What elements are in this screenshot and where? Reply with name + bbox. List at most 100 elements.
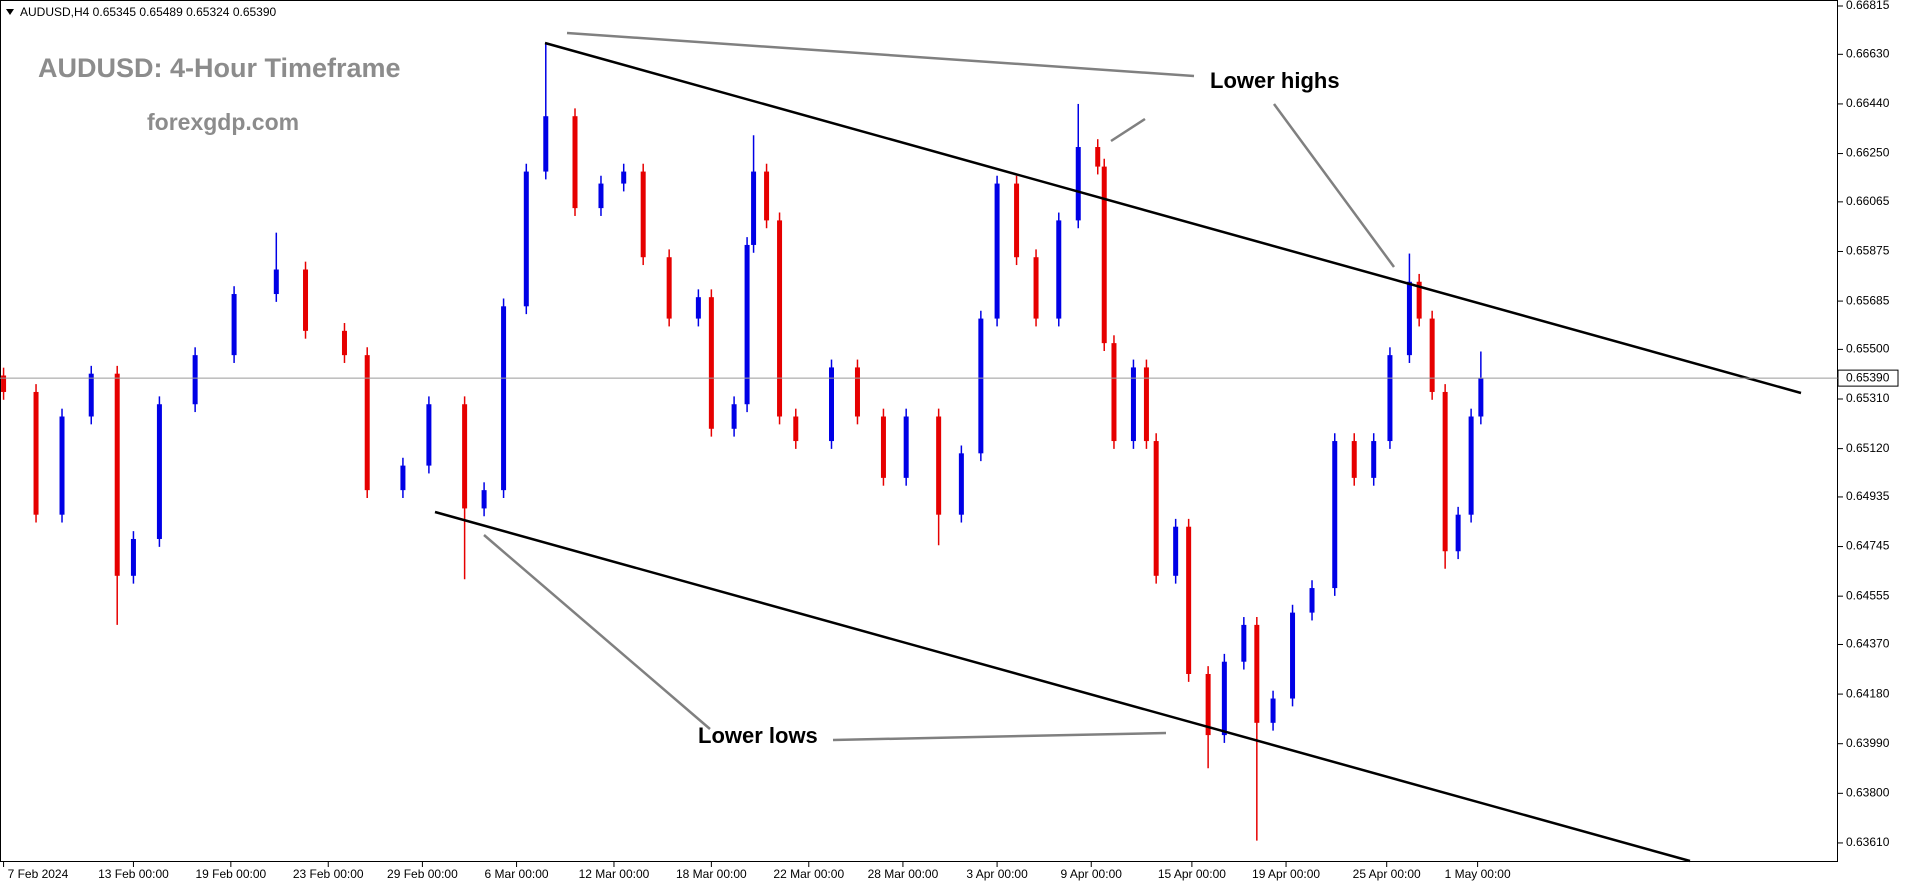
- x-tick-label: 29 Feb 00:00: [387, 867, 458, 881]
- last-price-label: 0.65390: [1846, 370, 1890, 384]
- candle-body: [501, 306, 507, 491]
- candle-body: [543, 116, 549, 172]
- candle-body: [1130, 367, 1136, 442]
- plot-frame: [0, 0, 1838, 862]
- x-tick-label: 13 Feb 00:00: [98, 867, 169, 881]
- candle-body: [303, 269, 309, 331]
- candle-body: [156, 404, 162, 539]
- y-tick-label: 0.64370: [1846, 637, 1890, 651]
- candle-body: [1205, 673, 1211, 736]
- candle-body: [903, 416, 909, 478]
- y-tick-label: 0.65120: [1846, 441, 1890, 455]
- candle-body: [1153, 441, 1159, 576]
- candle-body: [231, 294, 237, 356]
- x-tick-label: 23 Feb 00:00: [293, 867, 364, 881]
- candle-body: [1468, 416, 1474, 515]
- leader-line: [483, 534, 711, 730]
- candle-body: [1332, 441, 1338, 589]
- candle-body: [828, 367, 834, 442]
- chart-subtitle: forexgdp.com: [147, 109, 299, 135]
- leader-lines: [483, 31, 1396, 742]
- leader-line: [566, 31, 1195, 78]
- y-tick-label: 0.65875: [1846, 244, 1890, 258]
- y-tick-label: 0.66250: [1846, 146, 1890, 160]
- x-tick-label: 19 Feb 00:00: [195, 867, 266, 881]
- candle-body: [598, 183, 604, 209]
- x-tick-label: 22 Mar 00:00: [773, 867, 844, 881]
- candle-body: [1309, 588, 1315, 613]
- candle-body: [793, 416, 799, 442]
- candles: [1, 42, 1484, 841]
- x-tick-label: 19 Apr 00:00: [1252, 867, 1320, 881]
- y-tick-label: 0.64745: [1846, 539, 1890, 553]
- candle-body: [1429, 318, 1435, 392]
- candle-body: [114, 373, 120, 576]
- y-tick-label: 0.65685: [1846, 293, 1890, 307]
- x-tick-label: 9 Apr 00:00: [1061, 867, 1123, 881]
- x-tick-label: 15 Apr 00:00: [1158, 867, 1226, 881]
- upper-trendline: [544, 41, 1802, 395]
- candle-body: [1111, 343, 1117, 442]
- y-tick-label: 0.63990: [1846, 736, 1890, 750]
- x-tick-label: 7 Feb 2024: [8, 867, 69, 881]
- x-tick-label: 25 Apr 00:00: [1353, 867, 1421, 881]
- candle-body: [481, 490, 487, 509]
- y-tick-label: 0.66440: [1846, 96, 1890, 110]
- y-tick-label: 0.64180: [1846, 686, 1890, 700]
- annotation: Lower highs: [1210, 68, 1340, 93]
- candle-body: [744, 244, 750, 405]
- y-tick-label: 0.63610: [1846, 835, 1890, 849]
- candle-body: [1387, 355, 1393, 442]
- candle-body: [621, 171, 627, 184]
- candle-body: [777, 220, 783, 417]
- candle-body: [1406, 281, 1412, 356]
- chart-title: AUDUSD: 4-Hour Timeframe: [38, 53, 401, 83]
- candle-body: [1270, 698, 1276, 723]
- y-tick-label: 0.64935: [1846, 489, 1890, 503]
- candle-body: [572, 116, 578, 209]
- candle-body: [695, 297, 701, 319]
- candle-body: [1455, 514, 1461, 552]
- candle-body: [1241, 624, 1247, 662]
- last-price-box: [1837, 369, 1899, 387]
- candle-body: [1033, 257, 1039, 319]
- candle-body: [640, 171, 646, 258]
- candle-body: [708, 297, 714, 429]
- candle-body: [1101, 166, 1107, 344]
- leader-line: [1110, 117, 1146, 143]
- candle-body: [1186, 526, 1192, 674]
- candle-body: [764, 171, 770, 221]
- y-tick-label: 0.64555: [1846, 588, 1890, 602]
- candle-body: [1351, 441, 1357, 478]
- candle-body: [1254, 624, 1260, 723]
- candle-body: [462, 404, 468, 509]
- candle-body: [523, 171, 529, 307]
- candle-body: [273, 269, 279, 295]
- candle-body: [426, 404, 432, 466]
- x-tick-label: 6 Mar 00:00: [485, 867, 549, 881]
- candle-body: [751, 171, 757, 245]
- lower-trendline: [434, 510, 1691, 863]
- y-tick-label: 0.63800: [1846, 785, 1890, 799]
- candle-body: [978, 318, 984, 454]
- candle-body: [1290, 612, 1296, 699]
- candle-body: [1478, 378, 1484, 417]
- candle-body: [1075, 147, 1081, 221]
- candle-body: [731, 404, 737, 429]
- y-tick-label: 0.66065: [1846, 194, 1890, 208]
- candle-body: [854, 367, 860, 417]
- candle-body: [1095, 147, 1101, 167]
- leader-line: [1272, 103, 1396, 268]
- candle-body: [400, 465, 406, 491]
- x-tick-label: 1 May 00:00: [1445, 867, 1511, 881]
- leader-line: [832, 731, 1167, 742]
- candle-body: [1173, 526, 1179, 576]
- y-tick-label: 0.66815: [1846, 0, 1890, 12]
- candle-body: [666, 257, 672, 319]
- candle-body: [192, 355, 198, 405]
- candle-body: [1, 375, 7, 392]
- candle-body: [958, 453, 964, 515]
- candle-body: [936, 416, 942, 515]
- candle-body: [1442, 391, 1448, 552]
